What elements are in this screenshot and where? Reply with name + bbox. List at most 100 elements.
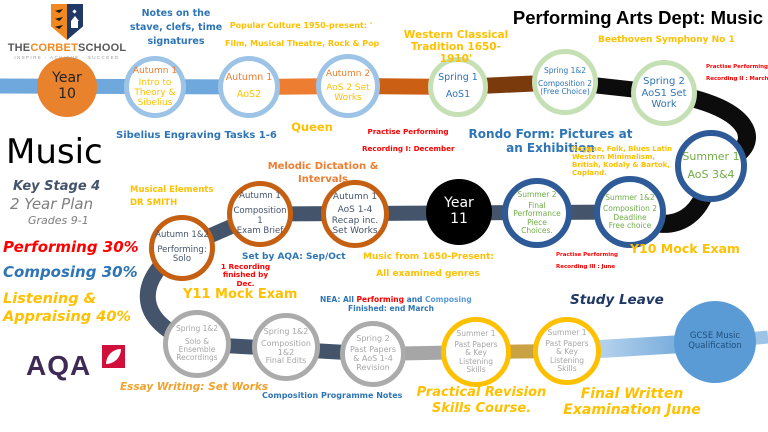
node-gcse-line1: Qualification (688, 341, 742, 351)
listening-weight-line2: Appraising 40% (3, 309, 131, 326)
annotation-pp2-line0: Practise Performing (706, 64, 768, 70)
node-comp12-line1: Composition (261, 338, 311, 348)
node-comp1-line2: Exam Brief (236, 225, 284, 236)
node-a1intro-line2: Theory & (134, 88, 176, 98)
annotation-finalwritten: Final Written Examination June (556, 386, 708, 418)
annotation-notes_stave: Notes on the stave, clefs, time signatures (120, 7, 232, 48)
annotation-notes_stave-line0: Notes on the (141, 8, 211, 19)
node-su12-line0: Summer 1&2 (605, 192, 655, 202)
node-comp12-line3: Final Edits (265, 356, 307, 366)
node-a1aos2-line0: Autumn 1 (225, 72, 273, 84)
node-year11-line0: Year (444, 195, 474, 212)
annotation-wct-line0: Western Classical (403, 29, 509, 41)
node-a12perf: Autumn 1&2 Performing: Solo (149, 215, 215, 281)
annotation-pp3-line0: Practise Performing (556, 252, 618, 258)
school-name-the: THE (7, 42, 31, 54)
node-recap-line1: AoS 1-4 (337, 205, 373, 216)
node-a12perf-line2: Solo (172, 254, 192, 265)
node-a2set: Autumn 2 AoS 2 Set Works (316, 54, 380, 118)
node-sp2past-line0: Spring 2 (356, 334, 390, 344)
node-sp12: Spring 1&2 Composition 2 (Free Choice) (532, 49, 598, 115)
nea-mid: and (404, 295, 426, 304)
annotation-wct-line1: Tradition 1650-1910' (411, 41, 501, 66)
node-recap-line2: Recap inc. (331, 215, 379, 226)
annotation-musical_elements: Musical Elements DR SMITH (130, 184, 220, 210)
annotation-reggae-line1: Western Minimalism, (572, 153, 656, 162)
annotation-rec1: 1 Recording finished by Dec. (208, 262, 283, 288)
node-su1a-line1: Past Papers (454, 339, 498, 349)
annotation-music1650-line1: All examined genres (376, 269, 480, 280)
node-a12perf-line0: Autumn 1&2 (155, 230, 209, 241)
node-sp2set-line0: Spring 2 (643, 75, 685, 87)
annotation-reggae-line3: Copland. (572, 169, 607, 178)
node-sp2set-line2: Work (651, 99, 677, 111)
annotation-setbyaqa-line0: Set by AQA: Sep/Oct (242, 252, 346, 262)
annotation-pp3: Practise Performing Recording III : June (556, 249, 618, 273)
node-sp1: Spring 1 AoS1 (428, 57, 488, 117)
node-su12: Summer 1&2 Composition 2 Deadline Free choi… (594, 176, 666, 248)
node-comp12-line2: 1&2 (277, 347, 295, 357)
nea-prefix: NEA: All (320, 295, 357, 304)
annotation-reggae: Reggae, Folk, Blues Latin Western Minimal… (572, 145, 674, 177)
node-su1b-line4: Skills (557, 364, 577, 374)
annotation-queen: Queen (286, 120, 338, 134)
aqa-logo: AQA (26, 345, 125, 382)
annotation-essay: Essay Writing: Set Works (120, 381, 270, 393)
annotation-practical-line0: Practical Revision (416, 385, 547, 400)
annotation-nea: NEA: All Performing and Composing Finish… (320, 295, 472, 314)
node-su2-line4: Choices. (521, 226, 553, 236)
listening-weight-line1: Listening & (3, 291, 97, 307)
annotation-beethoven-line0: Beethoven Symphony No 1 (598, 35, 735, 45)
annotation-compnotes-line0: Composition Programme Notes (262, 391, 403, 400)
node-a2set-line2: Works (334, 93, 362, 104)
node-a1intro: Autumn 1 Intro to Theory & Sibelius (124, 56, 186, 118)
performing-weight: Performing 30% (3, 238, 139, 256)
node-comp1-line0: Autumn 1 (239, 190, 281, 201)
annotation-pp3-line1: Recording III : June (556, 264, 616, 271)
node-su2-line2: Performance (513, 209, 561, 219)
node-su2-line1: Final (528, 200, 546, 210)
school-name-school: SCHOOL (78, 42, 127, 54)
node-su1b-line2: & Key (556, 347, 578, 357)
annotation-practical: Practical Revision Skills Course. (414, 385, 549, 418)
school-name: THECORBETSCHOOL (6, 42, 128, 54)
node-su1a-line4: Skills (466, 365, 486, 375)
annotation-finalwritten-line1: Examination June (563, 402, 701, 419)
node-a2set-line1: AoS 2 Set (326, 82, 370, 93)
listening-weight: Listening & Appraising 40% (3, 290, 131, 326)
node-comp12-line0: Spring 1&2 (263, 326, 309, 336)
school-logo: THECORBETSCHOOL INSPIRE - ACHIEVE - SUCC… (6, 4, 128, 60)
node-sp2set-line1: AoS1 Set (641, 87, 687, 99)
node-su12-line1: Composition 2 (603, 204, 657, 214)
annotation-rondo: Rondo Form: Pictures at an Exhibition (458, 127, 643, 156)
school-crest-icon (51, 4, 83, 40)
node-comp1-line1: Composition 1 (233, 206, 287, 226)
node-su12-line3: Free choice (608, 220, 652, 230)
node-a1aos2-line1: AoS2 (236, 89, 262, 100)
annotation-queen-line0: Queen (291, 120, 333, 134)
node-solo-line1: Solo & (184, 336, 210, 346)
node-gcse: GCSE Music Qualification (674, 301, 756, 383)
annotation-y11mock-line0: Y11 Mock Exam (183, 287, 298, 302)
annotation-sibelius-line0: Sibelius Engraving Tasks 1-6 (116, 130, 277, 141)
school-motto: INSPIRE - ACHIEVE - SUCCEED (14, 55, 120, 60)
aqa-logo-text: AQA (26, 350, 92, 381)
aqa-leaf-icon (102, 345, 125, 368)
node-sp2past-line1: Past Papers (349, 345, 397, 355)
node-sp2past-line2: & AoS 1-4 (353, 354, 393, 363)
annotation-studyleave: Study Leave (570, 292, 668, 309)
node-su1a-line0: Summer 1 (456, 328, 496, 338)
node-su1b-line3: Listening (549, 355, 585, 365)
node-year11-line1: 11 (450, 211, 468, 227)
node-comp1: Autumn 1 Composition 1 Exam Brief (227, 181, 293, 247)
annotation-studyleave-line0: Study Leave (570, 292, 664, 308)
node-a1intro-line1: Intro to (138, 77, 172, 88)
school-name-corbet: CORBET (30, 42, 78, 54)
node-sp12-line2: (Free Choice) (540, 87, 590, 97)
annotation-pp1-line0: Practise Performing (367, 127, 449, 136)
node-su1b-line1: Past Papers (545, 338, 589, 348)
node-year10-line1: 10 (58, 86, 76, 102)
node-a1intro-line3: Sibelius (137, 98, 173, 109)
node-sp1-line1: AoS1 (445, 89, 471, 100)
